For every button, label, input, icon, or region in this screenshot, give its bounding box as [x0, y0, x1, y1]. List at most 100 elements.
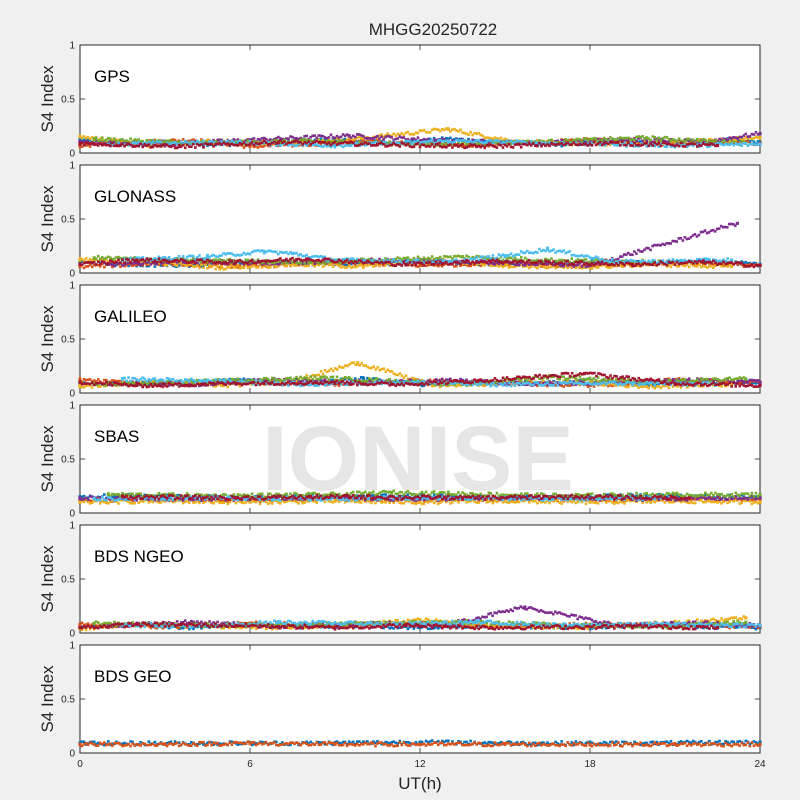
data-point [697, 138, 701, 141]
data-point [673, 144, 677, 148]
data-point [732, 143, 735, 147]
data-point [107, 136, 110, 140]
data-point [568, 250, 572, 253]
data-point [445, 136, 448, 140]
data-point [246, 139, 250, 142]
data-point [750, 137, 754, 141]
data-point [653, 263, 657, 267]
data-point [511, 265, 515, 269]
data-point [711, 228, 715, 232]
data-point [608, 266, 612, 269]
data-point [695, 141, 699, 144]
data-point [734, 136, 738, 139]
data-point [440, 257, 444, 261]
data-point [491, 144, 495, 148]
data-point [726, 257, 729, 260]
data-point [635, 141, 638, 145]
data-point [430, 128, 434, 132]
data-point [479, 264, 483, 268]
data-point [710, 140, 713, 143]
data-point [297, 143, 300, 146]
data-point [445, 139, 448, 143]
data-point [303, 262, 306, 265]
data-point [317, 138, 321, 142]
data-point [378, 264, 381, 268]
data-point [236, 141, 240, 145]
data-point [489, 136, 493, 140]
data-point [521, 263, 525, 267]
data-point [107, 255, 110, 259]
data-point [345, 138, 349, 142]
data-point [149, 143, 153, 148]
data-point [244, 142, 248, 145]
data-point [275, 260, 278, 264]
data-point [355, 259, 359, 262]
data-point [386, 132, 389, 135]
data-point [117, 260, 120, 263]
data-point [689, 262, 693, 266]
data-point [119, 265, 122, 268]
data-point [716, 140, 719, 143]
data-point [693, 264, 697, 268]
data-point [619, 138, 622, 142]
data-point [198, 141, 201, 144]
data-point [527, 261, 531, 265]
data-point [105, 258, 108, 262]
data-point [436, 128, 440, 132]
data-point [507, 264, 511, 267]
data-point [471, 138, 474, 141]
data-point [287, 144, 290, 147]
data-point [187, 142, 191, 146]
data-point [574, 143, 578, 146]
data-point [637, 143, 640, 147]
data-point [418, 141, 422, 145]
data-point [481, 263, 485, 267]
data-point [434, 138, 438, 142]
data-point [119, 256, 122, 260]
data-point [639, 144, 642, 147]
data-point [321, 260, 325, 263]
data-point [408, 258, 412, 261]
data-point [730, 140, 733, 144]
data-point [633, 141, 636, 145]
data-point [147, 140, 151, 144]
data-point [414, 263, 418, 267]
data-point [453, 140, 456, 144]
data-point [327, 141, 331, 144]
data-point [291, 135, 294, 139]
data-point [497, 265, 501, 268]
data-point [90, 265, 94, 269]
data-point [287, 260, 290, 264]
data-point [669, 141, 673, 144]
data-point [657, 140, 661, 144]
data-point [400, 258, 404, 261]
data-point [392, 132, 395, 136]
data-point [155, 144, 159, 148]
data-point [491, 254, 495, 257]
data-point [185, 262, 189, 266]
data-point [566, 260, 570, 263]
data-point [285, 137, 288, 140]
data-point [495, 139, 499, 142]
data-point [542, 140, 545, 143]
data-point [420, 140, 424, 144]
data-point [192, 140, 195, 144]
data-point [191, 138, 195, 142]
data-point [277, 135, 280, 139]
data-point [584, 257, 588, 261]
data-point [440, 143, 444, 146]
data-point [449, 140, 452, 144]
data-point [400, 262, 404, 266]
data-point [341, 141, 345, 145]
data-point [159, 264, 163, 267]
data-point [517, 140, 521, 143]
data-point [96, 144, 100, 147]
data-point [94, 136, 98, 140]
data-point [469, 141, 472, 145]
data-point [479, 139, 483, 142]
data-point [590, 267, 594, 270]
data-point [216, 259, 219, 262]
data-point [325, 139, 329, 143]
data-point [355, 265, 359, 268]
data-point [621, 142, 624, 146]
